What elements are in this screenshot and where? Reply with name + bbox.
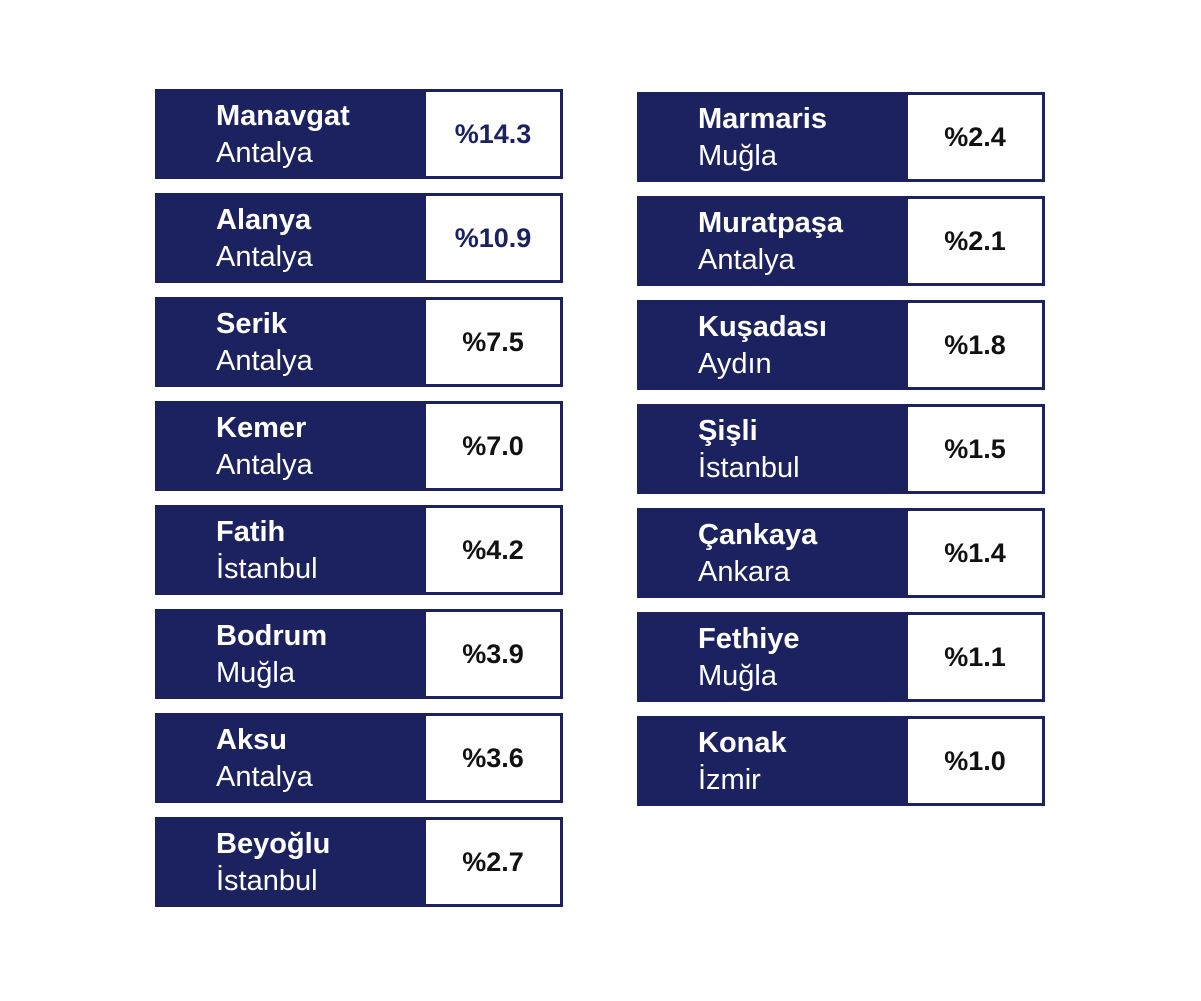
district-name: Aksu	[216, 724, 287, 756]
district-card: Muratpaşa Antalya %2.1	[637, 196, 1045, 286]
percentage-value: %1.1	[908, 615, 1042, 699]
province-name: İstanbul	[216, 553, 318, 585]
district-card: Bodrum Muğla %3.9	[155, 609, 563, 699]
district-name: Bodrum	[216, 620, 328, 652]
district-label-group: Manavgat Antalya	[155, 89, 426, 179]
district-label-group: Aksu Antalya	[155, 713, 426, 803]
district-card: Şişli İstanbul %1.5	[637, 404, 1045, 494]
district-name: Çankaya	[698, 519, 818, 551]
district-label-group: Fethiye Muğla	[637, 612, 908, 702]
district-card: Marmaris Muğla %2.4	[637, 92, 1045, 182]
percentage-value: %14.3	[426, 92, 560, 176]
percentage-value: %7.0	[426, 404, 560, 488]
province-name: Muğla	[698, 140, 777, 172]
percentage-value: %3.9	[426, 612, 560, 696]
district-name: Fethiye	[698, 623, 800, 655]
district-name: Kemer	[216, 412, 307, 444]
province-name: İzmir	[698, 764, 761, 796]
district-card: Aksu Antalya %3.6	[155, 713, 563, 803]
district-card: Fethiye Muğla %1.1	[637, 612, 1045, 702]
percentage-value: %10.9	[426, 196, 560, 280]
percentage-value: %2.4	[908, 95, 1042, 179]
district-label-group: Kuşadası Aydın	[637, 300, 908, 390]
district-name: Serik	[216, 308, 287, 340]
percentage-value: %2.7	[426, 820, 560, 904]
district-card: Konak İzmir %1.0	[637, 716, 1045, 806]
district-name: Marmaris	[698, 103, 827, 135]
district-card: Manavgat Antalya %14.3	[155, 89, 563, 179]
district-card: Beyoğlu İstanbul %2.7	[155, 817, 563, 907]
district-name: Konak	[698, 727, 787, 759]
province-name: İstanbul	[698, 452, 800, 484]
percentage-value: %1.0	[908, 719, 1042, 803]
district-name: Beyoğlu	[216, 828, 331, 860]
province-name: Ankara	[698, 556, 790, 588]
district-label-group: Beyoğlu İstanbul	[155, 817, 426, 907]
province-name: Antalya	[216, 241, 313, 273]
district-name: Fatih	[216, 516, 286, 548]
district-label-group: Fatih İstanbul	[155, 505, 426, 595]
district-label-group: Kemer Antalya	[155, 401, 426, 491]
province-name: Aydın	[698, 348, 772, 380]
percentage-value: %1.4	[908, 511, 1042, 595]
province-name: Antalya	[216, 137, 313, 169]
province-name: Antalya	[216, 449, 313, 481]
district-label-group: Şişli İstanbul	[637, 404, 908, 494]
percentage-value: %1.5	[908, 407, 1042, 491]
district-label-group: Alanya Antalya	[155, 193, 426, 283]
district-card: Çankaya Ankara %1.4	[637, 508, 1045, 598]
district-name: Manavgat	[216, 100, 350, 132]
district-label-group: Muratpaşa Antalya	[637, 196, 908, 286]
district-card: Serik Antalya %7.5	[155, 297, 563, 387]
percentage-value: %7.5	[426, 300, 560, 384]
province-name: Muğla	[216, 657, 295, 689]
district-name: Kuşadası	[698, 311, 827, 343]
district-name: Alanya	[216, 204, 312, 236]
district-label-group: Serik Antalya	[155, 297, 426, 387]
district-label-group: Marmaris Muğla	[637, 92, 908, 182]
district-label-group: Konak İzmir	[637, 716, 908, 806]
province-name: Antalya	[698, 244, 795, 276]
district-card: Kuşadası Aydın %1.8	[637, 300, 1045, 390]
district-name: Şişli	[698, 415, 758, 447]
district-name: Muratpaşa	[698, 207, 844, 239]
percentage-value: %3.6	[426, 716, 560, 800]
percentage-value: %2.1	[908, 199, 1042, 283]
percentage-value: %1.8	[908, 303, 1042, 387]
district-label-group: Çankaya Ankara	[637, 508, 908, 598]
province-name: Antalya	[216, 345, 313, 377]
district-label-group: Bodrum Muğla	[155, 609, 426, 699]
province-name: Muğla	[698, 660, 777, 692]
district-card: Fatih İstanbul %4.2	[155, 505, 563, 595]
percentage-value: %4.2	[426, 508, 560, 592]
province-name: Antalya	[216, 761, 313, 793]
district-card: Alanya Antalya %10.9	[155, 193, 563, 283]
district-card: Kemer Antalya %7.0	[155, 401, 563, 491]
province-name: İstanbul	[216, 865, 318, 897]
